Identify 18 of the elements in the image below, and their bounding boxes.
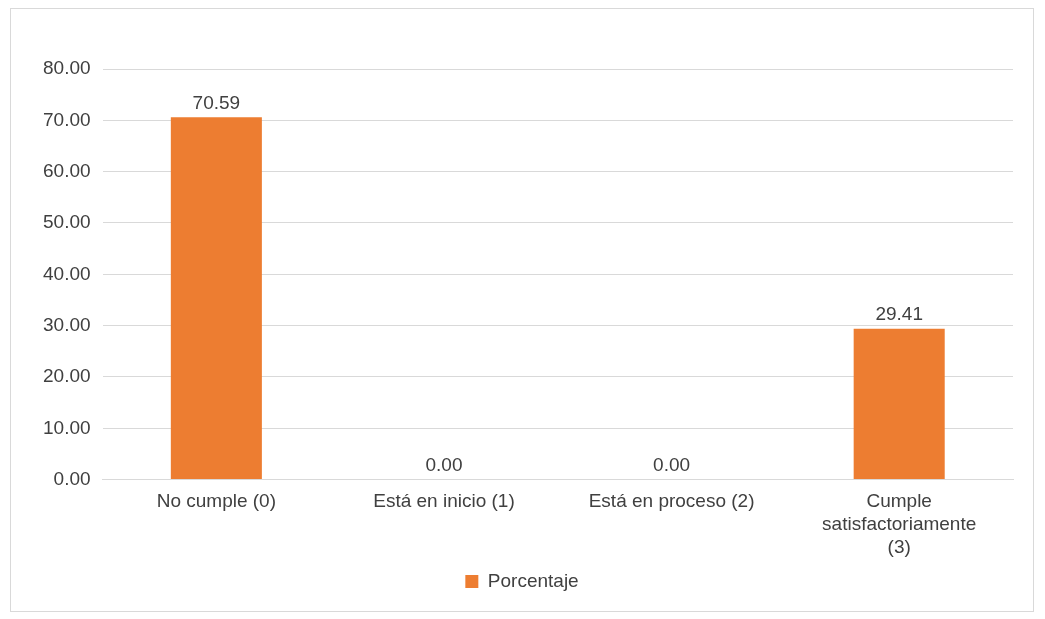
y-tick-label: 60.00 <box>43 159 91 181</box>
y-tick-label: 30.00 <box>43 313 91 335</box>
x-tick-label: Está en inicio (1) <box>373 490 515 512</box>
x-tick-label: No cumple (0) <box>156 490 277 512</box>
y-tick-label: 0.00 <box>53 467 91 489</box>
data-label: 70.59 <box>192 92 241 114</box>
x-tick-label: Está en proceso (2) <box>588 490 755 512</box>
legend-label: Porcentaje <box>487 569 579 591</box>
y-tick-label: 50.00 <box>43 211 91 233</box>
y-tick-label: 40.00 <box>43 262 91 284</box>
y-tick-label: 80.00 <box>43 57 91 79</box>
data-label: 0.00 <box>653 454 691 476</box>
y-tick-label: 70.00 <box>43 108 91 130</box>
data-label: 29.41 <box>875 303 923 325</box>
x-tick-label: Cumple satisfactoriamente (3) <box>822 490 977 557</box>
y-tick-label: 10.00 <box>43 416 91 438</box>
y-tick-label: 20.00 <box>43 365 91 387</box>
data-label: 0.00 <box>425 454 463 476</box>
